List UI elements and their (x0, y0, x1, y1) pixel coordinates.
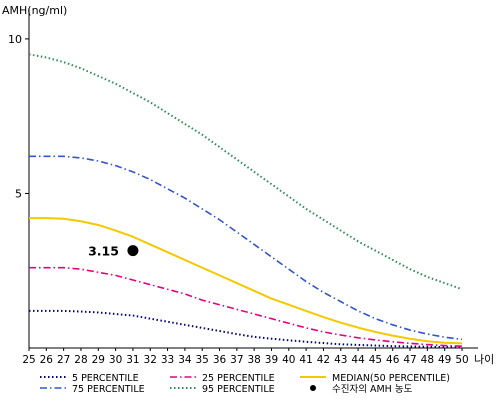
x-tick-label: 42 (317, 354, 330, 366)
legend: 5 PERCENTILE 25 PERCENTILE MEDIAN(50 PERCE… (40, 373, 450, 395)
axes: AMH(ng/ml) 5 10 25 26 27 28 29 30 31 32 33 34 35 36 37 3… (2, 4, 494, 366)
series-line-3 (29, 155, 463, 341)
x-axis-title: 나이 (474, 353, 494, 366)
x-tick-label: 47 (403, 354, 416, 366)
x-tick-label: 27 (57, 354, 70, 366)
x-tick-label: 28 (74, 354, 87, 366)
series-line-1 (29, 266, 463, 347)
y-tick-label: 5 (15, 187, 22, 200)
x-tick-label: 26 (40, 354, 54, 366)
highlight-point (127, 245, 139, 257)
x-tick-label: 46 (386, 354, 400, 366)
legend-label-0: 5 PERCENTILE (72, 373, 139, 384)
x-tick-label: 35 (196, 354, 209, 366)
x-tick-label: 41 (299, 354, 312, 366)
x-tick-label: 50 (455, 354, 468, 366)
legend-marker-point (310, 385, 316, 391)
y-axis-title: AMH(ng/ml) (2, 4, 67, 17)
x-tick-label: 39 (265, 354, 278, 366)
series-line-2 (29, 217, 463, 345)
legend-label-3: 75 PERCENTILE (72, 384, 145, 395)
x-tick-label: 43 (334, 354, 347, 366)
x-tick-label: 31 (126, 354, 139, 366)
x-tick-label: 34 (178, 354, 192, 366)
series-lines (28, 53, 463, 349)
x-tick-label: 48 (421, 354, 434, 366)
legend-label-point: 수진자의 AMH 농도 (332, 384, 413, 395)
y-tick-label: 10 (8, 33, 22, 46)
legend-label-4: 95 PERCENTILE (202, 384, 275, 395)
highlight-point-group: 3.15 (88, 244, 139, 259)
x-tick-label: 25 (22, 354, 35, 366)
x-tick-label: 37 (230, 354, 243, 366)
x-tick-label: 32 (144, 354, 157, 366)
x-tick-label: 40 (282, 354, 295, 366)
x-tick-label: 36 (213, 354, 227, 366)
x-tick-label: 45 (369, 354, 382, 366)
series-line-4 (28, 53, 463, 291)
legend-label-1: 25 PERCENTILE (202, 373, 275, 384)
series-line-0 (29, 309, 462, 349)
x-tick-label: 49 (438, 354, 451, 366)
x-tick-label: 44 (351, 354, 365, 366)
highlight-point-label: 3.15 (88, 244, 119, 259)
x-tick-label: 29 (92, 354, 105, 366)
x-tick-label: 33 (161, 354, 174, 366)
legend-label-2: MEDIAN(50 PERCENTILE) (332, 373, 450, 384)
x-tick-label: 30 (109, 354, 122, 366)
x-tick-label: 38 (247, 354, 260, 366)
